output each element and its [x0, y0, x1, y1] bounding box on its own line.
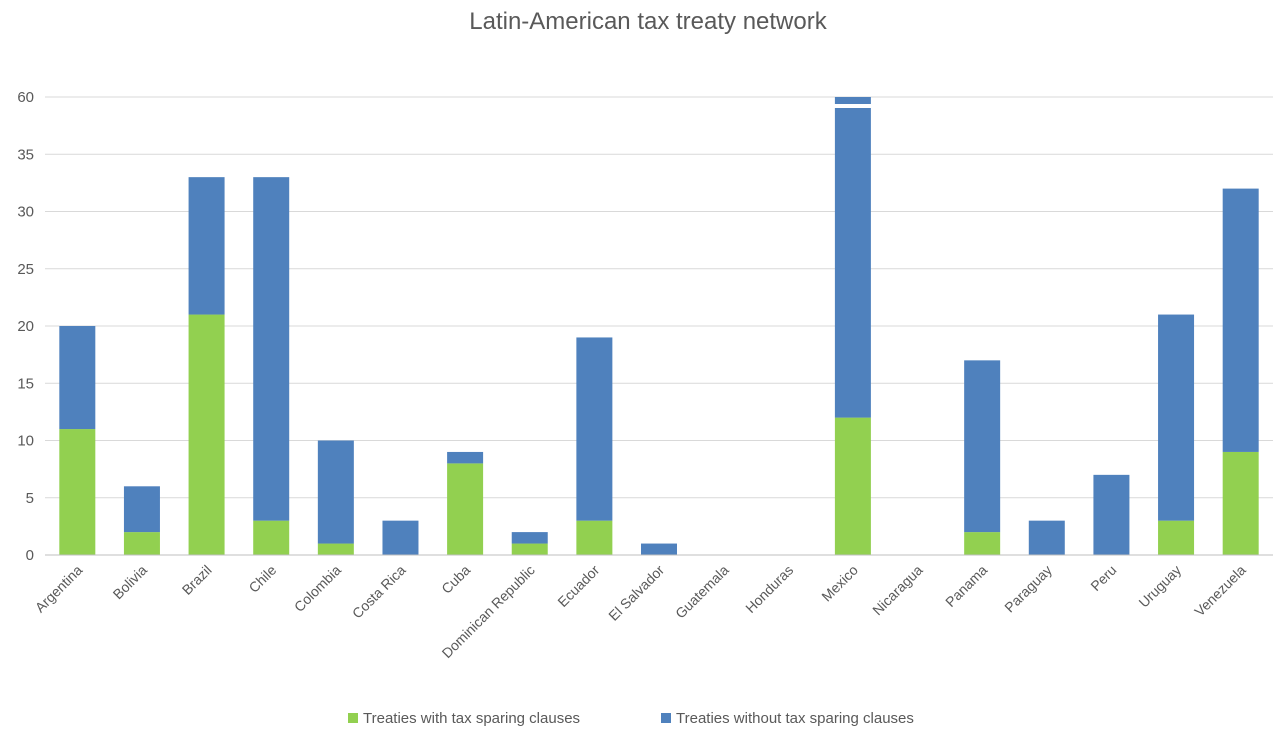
bar-with-chile: [253, 520, 290, 555]
x-axis-labels: Argentina Bolivia Brazil Chile Colombia Costa…: [32, 562, 1249, 662]
x-tick-label: Colombia: [291, 562, 344, 615]
x-tick-label: Mexico: [818, 562, 861, 605]
legend: Treaties with tax sparing clauses Treatie…: [348, 710, 914, 727]
x-tick-label: El Salvador: [605, 562, 667, 624]
bar-without-uruguay: [1158, 314, 1195, 521]
bar-without-chile: [253, 177, 290, 521]
legend-label-without: Treaties without tax sparing clauses: [676, 710, 914, 727]
bar-without-bolivia: [123, 486, 160, 533]
x-tick-label: Cuba: [438, 562, 473, 597]
bar-with-brazil: [188, 314, 225, 555]
y-axis-ticks: 0 5 10 15 20 25 30 35 60: [17, 89, 34, 564]
bar-with-ecuador: [576, 520, 613, 555]
bar-without-peru: [1093, 474, 1130, 555]
x-tick-label: Guatemala: [672, 562, 732, 622]
y-tick-label: 5: [26, 490, 34, 507]
bar-without-argentina: [59, 326, 96, 430]
legend-swatch-with: [348, 713, 358, 723]
bar-without-paraguay: [1028, 520, 1065, 555]
y-tick-label: 10: [17, 433, 34, 450]
x-tick-label: Venezuela: [1191, 562, 1249, 620]
y-tick-label: 20: [17, 318, 34, 335]
x-tick-label: Bolivia: [110, 562, 151, 603]
y-tick-label: 15: [17, 375, 34, 392]
bar-without-venezuela: [1222, 188, 1259, 452]
bar-with-cuba: [447, 463, 484, 555]
y-tick-label: 60: [17, 89, 34, 106]
bar-without-colombia: [317, 440, 354, 544]
x-tick-label: Peru: [1087, 562, 1119, 594]
x-tick-label: Chile: [245, 562, 279, 596]
legend-label-with: Treaties with tax sparing clauses: [363, 710, 580, 727]
bar-without-mexico: [834, 97, 871, 418]
bar-with-panama: [964, 532, 1001, 555]
x-tick-label: Uruguay: [1135, 562, 1184, 611]
bar-with-mexico: [834, 417, 871, 555]
bar-with-colombia: [317, 543, 354, 555]
gridlines: [45, 96, 1273, 499]
chart-title: Latin-American tax treaty network: [469, 8, 827, 35]
bar-with-venezuela: [1222, 451, 1259, 555]
x-tick-label: Nicaragua: [869, 562, 926, 619]
bar-without-el-salvador: [641, 543, 677, 555]
axis-break-marker: [833, 104, 872, 108]
y-tick-label: 25: [17, 261, 34, 278]
bar-without-ecuador: [576, 337, 613, 521]
x-tick-label: Ecuador: [554, 562, 602, 610]
x-tick-label: Costa Rica: [349, 562, 409, 622]
x-tick-label: Argentina: [32, 562, 86, 616]
bar-with-dominican-republic: [511, 543, 548, 555]
bar-without-brazil: [188, 177, 225, 315]
bars: [59, 97, 1259, 555]
bar-without-cuba: [447, 451, 484, 464]
x-tick-label: Paraguay: [1001, 562, 1055, 616]
y-tick-label: 0: [26, 547, 34, 564]
x-tick-label: Panama: [942, 562, 990, 610]
x-tick-label: Brazil: [179, 562, 215, 598]
bar-without-costa-rica: [382, 520, 419, 555]
legend-swatch-without: [661, 713, 671, 723]
bar-with-uruguay: [1158, 520, 1195, 555]
y-tick-label: 30: [17, 204, 34, 221]
bar-with-argentina: [59, 429, 96, 555]
x-tick-label: Honduras: [742, 562, 796, 616]
y-tick-label: 35: [17, 146, 34, 163]
bar-without-dominican-republic: [511, 532, 548, 544]
bar-with-bolivia: [123, 532, 160, 555]
bar-without-panama: [964, 360, 1001, 533]
